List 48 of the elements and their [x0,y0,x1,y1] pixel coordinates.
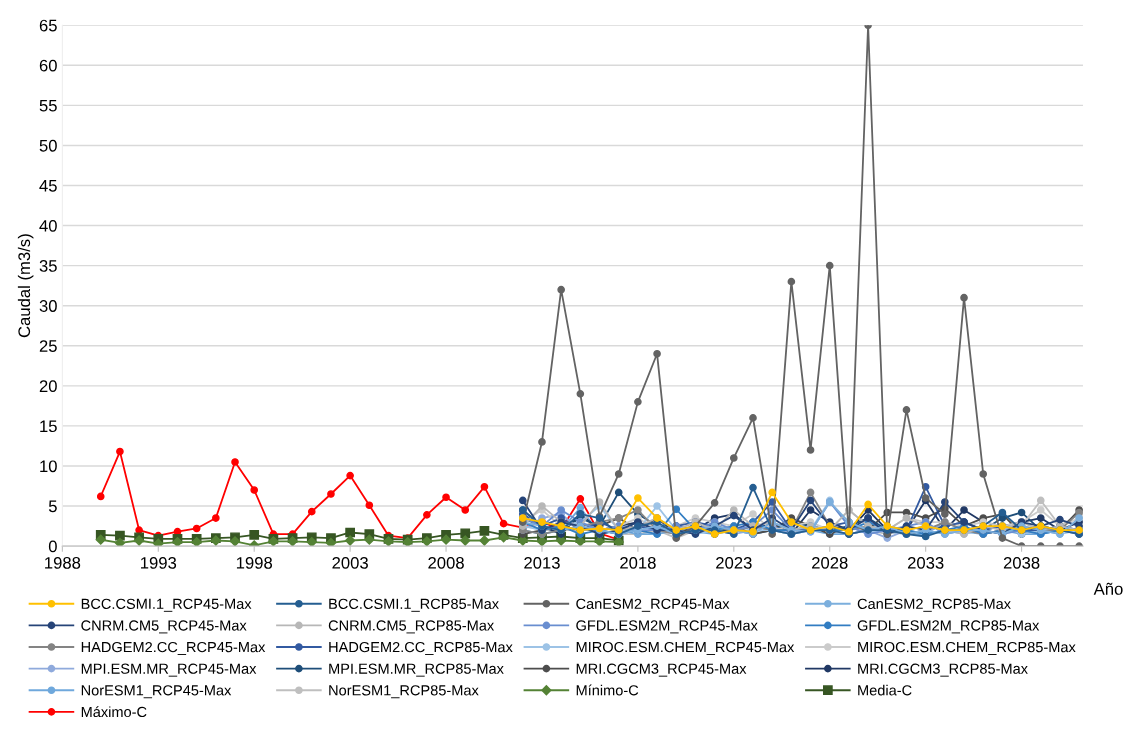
y-tick-label: 25 [39,340,57,352]
legend-label: NorESM1_RCP85-Max [329,685,479,699]
legend-label: Media-C [858,684,912,696]
x-tick-label: 2013 [524,556,560,569]
y-tick-label: 40 [39,219,57,232]
x-tick-label: 2023 [716,556,752,569]
legend-label: GFDL.ESM2M_RCP85-Max [857,620,1040,634]
x-tick-label: 2033 [907,556,944,569]
x-tick-label: 1993 [141,556,177,569]
y-tick-label: 20 [39,380,57,393]
y-tick-label: 30 [39,300,57,312]
legend-label: MRI.CGCM3_RCP45-Max [576,663,747,677]
y-tick-label: 35 [39,260,57,272]
y-axis-title: Caudal (m3/s) [17,234,34,338]
y-tick-label: 5 [48,500,57,513]
legend-label: MPI.ESM.MR_RCP85-Max [329,663,504,677]
y-tick-label: 60 [39,59,57,72]
legend-label: HADGEM2.CC_RCP45-Max [81,641,266,655]
legend-label: Máximo-C [81,706,147,718]
y-tick-label: 15 [40,420,57,433]
x-tick-label: 2018 [620,556,656,569]
legend-label: HADGEM2.CC_RCP85-Max [329,641,513,655]
legend-label: MRI.CGCM3_RCP85-Max [858,663,1028,677]
legend-label: BCC.CSMI.1_RCP45-Max [81,598,252,612]
y-tick-label: 0 [48,540,57,553]
legend-label: Mínimo-C [576,684,639,696]
legend-label: CNRM.CM5_RCP45-Max [81,620,247,634]
legend-label: CNRM.CM5_RCP85-Max [328,620,495,634]
y-tick-label: 55 [39,99,57,112]
y-tick-label: 50 [39,139,57,152]
legend-label: MIROC.ESM.CHEM_RCP45-Max [576,641,795,655]
y-tick-label: 10 [40,460,57,473]
legend-label: NorESM1_RCP45-Max [81,685,232,699]
legend-label: BCC.CSMI.1_RCP85-Max [329,598,499,612]
legend-label: CanESM2_RCP45-Max [576,598,730,612]
x-tick-label: 2003 [332,556,368,569]
x-tick-label: 2038 [1003,556,1040,569]
x-tick-label: 2028 [812,556,848,569]
x-tick-label: 2008 [428,556,464,569]
legend-label: CanESM2_RCP85-Max [857,598,1011,612]
x-axis-title: Año [1093,582,1123,595]
y-tick-label: 65 [39,19,57,32]
legend-label: MPI.ESM.MR_RCP45-Max [81,663,257,677]
legend-label: GFDL.ESM2M_RCP45-Max [576,620,758,634]
x-tick-label: 1988 [45,556,81,569]
y-tick-label: 45 [39,180,57,192]
legend-label: MIROC.ESM.CHEM_RCP85-Max [858,641,1076,655]
x-tick-label: 1998 [236,556,273,569]
